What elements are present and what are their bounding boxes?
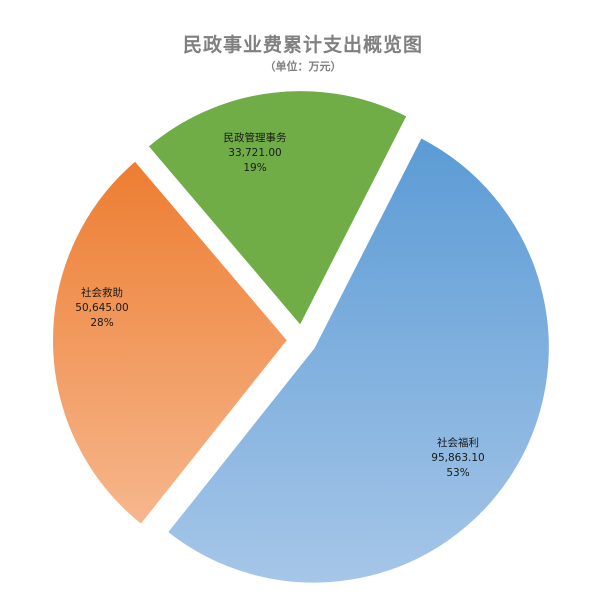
slice-label-civil-affairs-admin-value: 33,721.00	[228, 147, 281, 159]
slice-label-social-assistance-name: 社会救助	[81, 286, 123, 299]
chart-title: 民政事业费累计支出概览图	[182, 34, 423, 56]
chart-subtitle: （单位：万元）	[264, 60, 342, 73]
slice-label-social-welfare-value: 95,863.10	[431, 452, 484, 464]
slice-label-civil-affairs-admin-name: 民政管理事务	[224, 131, 287, 144]
slice-label-social-welfare-name: 社会福利	[437, 436, 479, 449]
pie-slice-social-assistance	[51, 158, 290, 527]
slice-label-civil-affairs-admin-percent: 19%	[243, 162, 266, 174]
slice-label-social-assistance-percent: 28%	[90, 317, 113, 329]
pie-slice-social-welfare	[165, 135, 551, 585]
pie-slice-civil-affairs-admin	[146, 89, 409, 328]
slice-label-social-welfare-percent: 53%	[446, 467, 469, 479]
slice-label-social-assistance-value: 50,645.00	[75, 302, 128, 314]
